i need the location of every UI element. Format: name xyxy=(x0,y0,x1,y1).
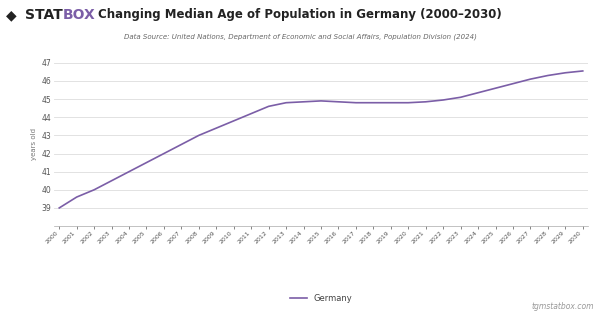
Text: ◆: ◆ xyxy=(6,8,17,22)
Text: BOX: BOX xyxy=(63,8,96,22)
Text: tgmstatbox.com: tgmstatbox.com xyxy=(532,302,594,311)
Legend: Germany: Germany xyxy=(287,291,355,307)
Text: STAT: STAT xyxy=(25,8,63,22)
Text: Data Source: United Nations, Department of Economic and Social Affairs, Populati: Data Source: United Nations, Department … xyxy=(124,33,476,40)
Text: Changing Median Age of Population in Germany (2000–2030): Changing Median Age of Population in Ger… xyxy=(98,8,502,21)
Y-axis label: years old: years old xyxy=(31,128,37,160)
